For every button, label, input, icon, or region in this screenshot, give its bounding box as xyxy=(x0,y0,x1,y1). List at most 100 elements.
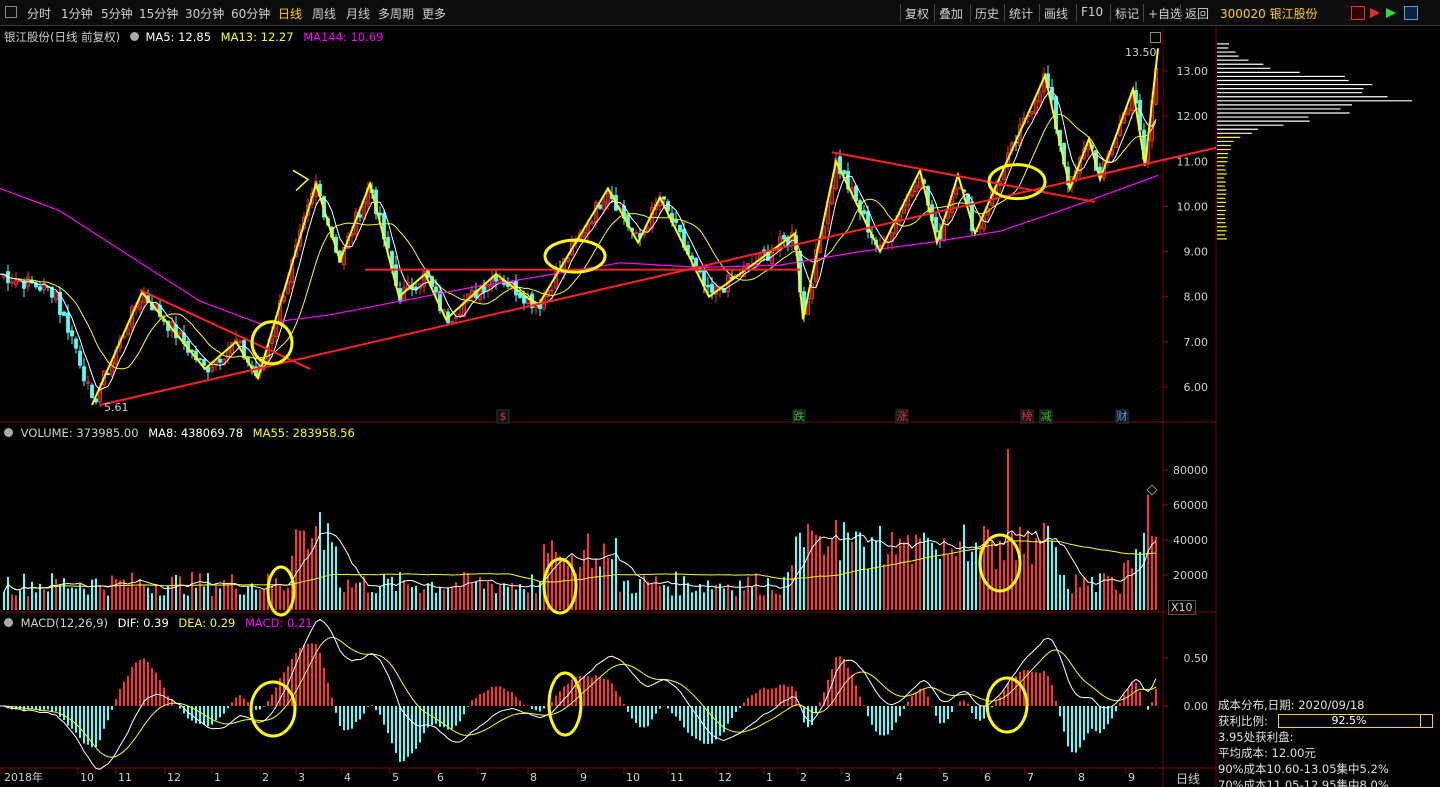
dif-label: DIF: 0.39 xyxy=(117,616,169,630)
event-mark-label: 减 xyxy=(1041,410,1052,423)
arrow-drawing xyxy=(292,169,310,192)
date-tick-label: 1 xyxy=(214,771,221,784)
event-mark-box xyxy=(1039,409,1053,424)
date-tick-label: 7 xyxy=(480,771,487,784)
candle-body xyxy=(38,286,42,291)
toolbar-tab-5[interactable]: 60分钟 xyxy=(231,7,271,21)
toolbar-action-7[interactable]: +自选 xyxy=(1148,7,1183,21)
candle-body xyxy=(934,217,938,233)
candle-body xyxy=(138,300,142,310)
date-tick-label: 9 xyxy=(580,771,587,784)
candle-body xyxy=(70,330,74,337)
volume-tick-label: 80000 xyxy=(1173,464,1208,477)
chart-canvas[interactable]: 13.0012.0011.0010.009.008.007.006.008000… xyxy=(0,26,1440,787)
price-tick-label: 7.00 xyxy=(1184,336,1209,349)
candle-body xyxy=(226,349,230,359)
candle-body xyxy=(82,366,86,382)
candle-body xyxy=(298,229,302,247)
candle-body xyxy=(450,320,454,323)
candle-body xyxy=(234,339,238,345)
event-mark-label: $ xyxy=(500,410,507,423)
candle-body xyxy=(418,283,422,289)
trend-line xyxy=(139,289,311,370)
candle-body xyxy=(534,305,538,308)
toolbar-tab-10[interactable]: 更多 xyxy=(422,7,447,21)
date-tick-label: 4 xyxy=(896,771,903,784)
stock-chart[interactable]: 13.00 12.00 11.00 10.00 9.00 8.00 7.00 6.00 8000… xyxy=(0,26,1440,787)
ma144-label: MA144: 10.69 xyxy=(303,30,384,44)
toolbar-action-4[interactable]: 画线 xyxy=(1044,7,1069,21)
volume-header: VOLUME: 373985.00 MA8: 438069.78 MA55: 2… xyxy=(4,426,355,440)
layout-toggle-icon[interactable] xyxy=(1150,32,1161,43)
green-arrow-icon[interactable] xyxy=(1386,8,1396,18)
toolbar-action-6[interactable]: 标记 xyxy=(1115,7,1140,21)
toolbar-tab-1[interactable]: 1分钟 xyxy=(61,7,93,21)
candle-body xyxy=(590,221,594,225)
ma5-label: MA5: 12.85 xyxy=(145,30,212,44)
toolbar-tab-0[interactable]: 分时 xyxy=(27,7,52,21)
candle-body xyxy=(358,214,362,218)
main-header: 银江股份(日线 前复权) MA5: 12.85 MA13: 12.27 MA14… xyxy=(4,29,383,45)
toolbar-tab-6[interactable]: 日线 xyxy=(278,7,303,21)
date-tick-label: 3 xyxy=(298,771,305,784)
toolbar-action-1[interactable]: 叠加 xyxy=(939,7,964,21)
candle-body xyxy=(694,257,698,267)
candle-body xyxy=(58,291,62,316)
toolbar-separator xyxy=(900,4,901,22)
toolbar-tab-4[interactable]: 30分钟 xyxy=(185,7,225,21)
date-tick-label: 2 xyxy=(262,771,269,784)
candle-body xyxy=(1126,108,1130,116)
toolbar-action-2[interactable]: 历史 xyxy=(975,7,1000,21)
toolbar-tab-2[interactable]: 5分钟 xyxy=(101,7,133,21)
candle-body xyxy=(550,289,554,292)
trend-line xyxy=(831,151,1096,203)
toolbar-action-8[interactable]: 返回 xyxy=(1185,7,1210,21)
cost-title: 成本分布,日期: xyxy=(1218,698,1295,712)
cost-distribution-panel: 成本分布,日期: 2020/09/18 获利比例: 3.95处获利盘: 平均成本… xyxy=(1218,697,1440,787)
toolbar-tab-8[interactable]: 月线 xyxy=(346,7,371,21)
highlight-circle xyxy=(978,533,1022,593)
highlight-circle xyxy=(542,557,578,615)
macd-tick-label: 0.00 xyxy=(1184,700,1209,713)
candle-body xyxy=(454,316,458,319)
toolbar-tab-9[interactable]: 多周期 xyxy=(378,7,415,21)
toolbar-tab-7[interactable]: 周线 xyxy=(312,7,337,21)
settings-dot-icon[interactable] xyxy=(4,618,13,627)
red-flag-icon[interactable] xyxy=(1351,6,1365,20)
macd-title: MACD(12,26,9) xyxy=(20,616,108,630)
toolbar-tab-3[interactable]: 15分钟 xyxy=(139,7,179,21)
candle-body xyxy=(62,311,66,316)
event-mark-label: 涨 xyxy=(897,410,908,423)
macd-header: MACD(12,26,9) DIF: 0.39 DEA: 0.29 MACD: … xyxy=(4,616,313,630)
toolbar-action-5[interactable]: F10 xyxy=(1081,5,1104,19)
candle-body xyxy=(910,188,914,197)
candle-body xyxy=(830,185,834,205)
macd-tick-label: 0.50 xyxy=(1184,652,1209,665)
candle-body xyxy=(422,271,426,287)
trend-line xyxy=(99,146,1217,407)
profit-ratio-remainder xyxy=(1420,715,1432,727)
arrow-flag-icon[interactable] xyxy=(1370,8,1380,18)
highlight-circle xyxy=(547,671,583,737)
candle-body xyxy=(678,224,682,233)
candle-body xyxy=(706,284,710,288)
toolbar-separator xyxy=(934,4,935,22)
toolbar-action-3[interactable]: 统计 xyxy=(1009,7,1034,21)
date-tick-label: 10 xyxy=(80,771,94,784)
settings-icon[interactable] xyxy=(1404,6,1418,20)
toolbar-action-0[interactable]: 复权 xyxy=(905,7,930,21)
candle-body xyxy=(602,201,606,211)
price-tick-label: 12.00 xyxy=(1177,110,1209,123)
toolbar-separator xyxy=(1180,4,1181,22)
candle-body xyxy=(482,286,486,293)
settings-dot-icon[interactable] xyxy=(129,32,139,41)
candle-body xyxy=(218,358,222,363)
menu-icon[interactable] xyxy=(5,6,17,18)
period-label[interactable]: 日线 xyxy=(1176,772,1201,786)
settings-dot-icon[interactable] xyxy=(4,428,13,437)
date-tick-label: 8 xyxy=(530,771,537,784)
event-mark-label: 跌 xyxy=(794,409,805,423)
candle-body xyxy=(198,358,202,361)
candle-body xyxy=(1030,110,1034,115)
candle-body xyxy=(54,291,58,301)
